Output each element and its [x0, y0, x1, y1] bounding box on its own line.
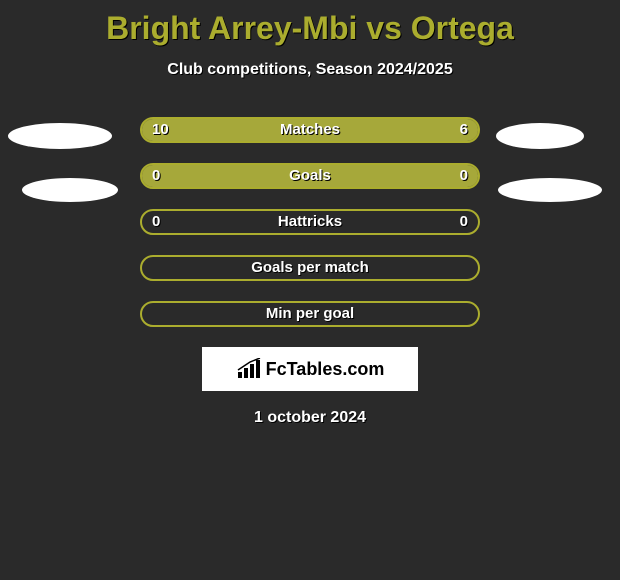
decorative-ellipse	[496, 123, 584, 149]
bar-track	[140, 117, 480, 143]
branding-text: FcTables.com	[266, 359, 385, 380]
chart-icon	[236, 358, 262, 380]
decorative-ellipse	[22, 178, 118, 202]
stat-row: Goals per match	[0, 255, 620, 281]
bar-left	[142, 119, 352, 141]
page-title: Bright Arrey-Mbi vs Ortega	[0, 0, 620, 47]
bar-track	[140, 301, 480, 327]
stat-row: Min per goal	[0, 301, 620, 327]
bar-track	[140, 163, 480, 189]
subtitle: Club competitions, Season 2024/2025	[0, 61, 620, 79]
bar-right	[310, 165, 478, 187]
decorative-ellipse	[8, 123, 112, 149]
branding-badge: FcTables.com	[202, 347, 418, 391]
decorative-ellipse	[498, 178, 602, 202]
bar-track	[140, 209, 480, 235]
stat-row: Hattricks00	[0, 209, 620, 235]
date-text: 1 october 2024	[0, 409, 620, 427]
bar-track	[140, 255, 480, 281]
bar-left	[142, 165, 310, 187]
bar-right	[352, 119, 478, 141]
